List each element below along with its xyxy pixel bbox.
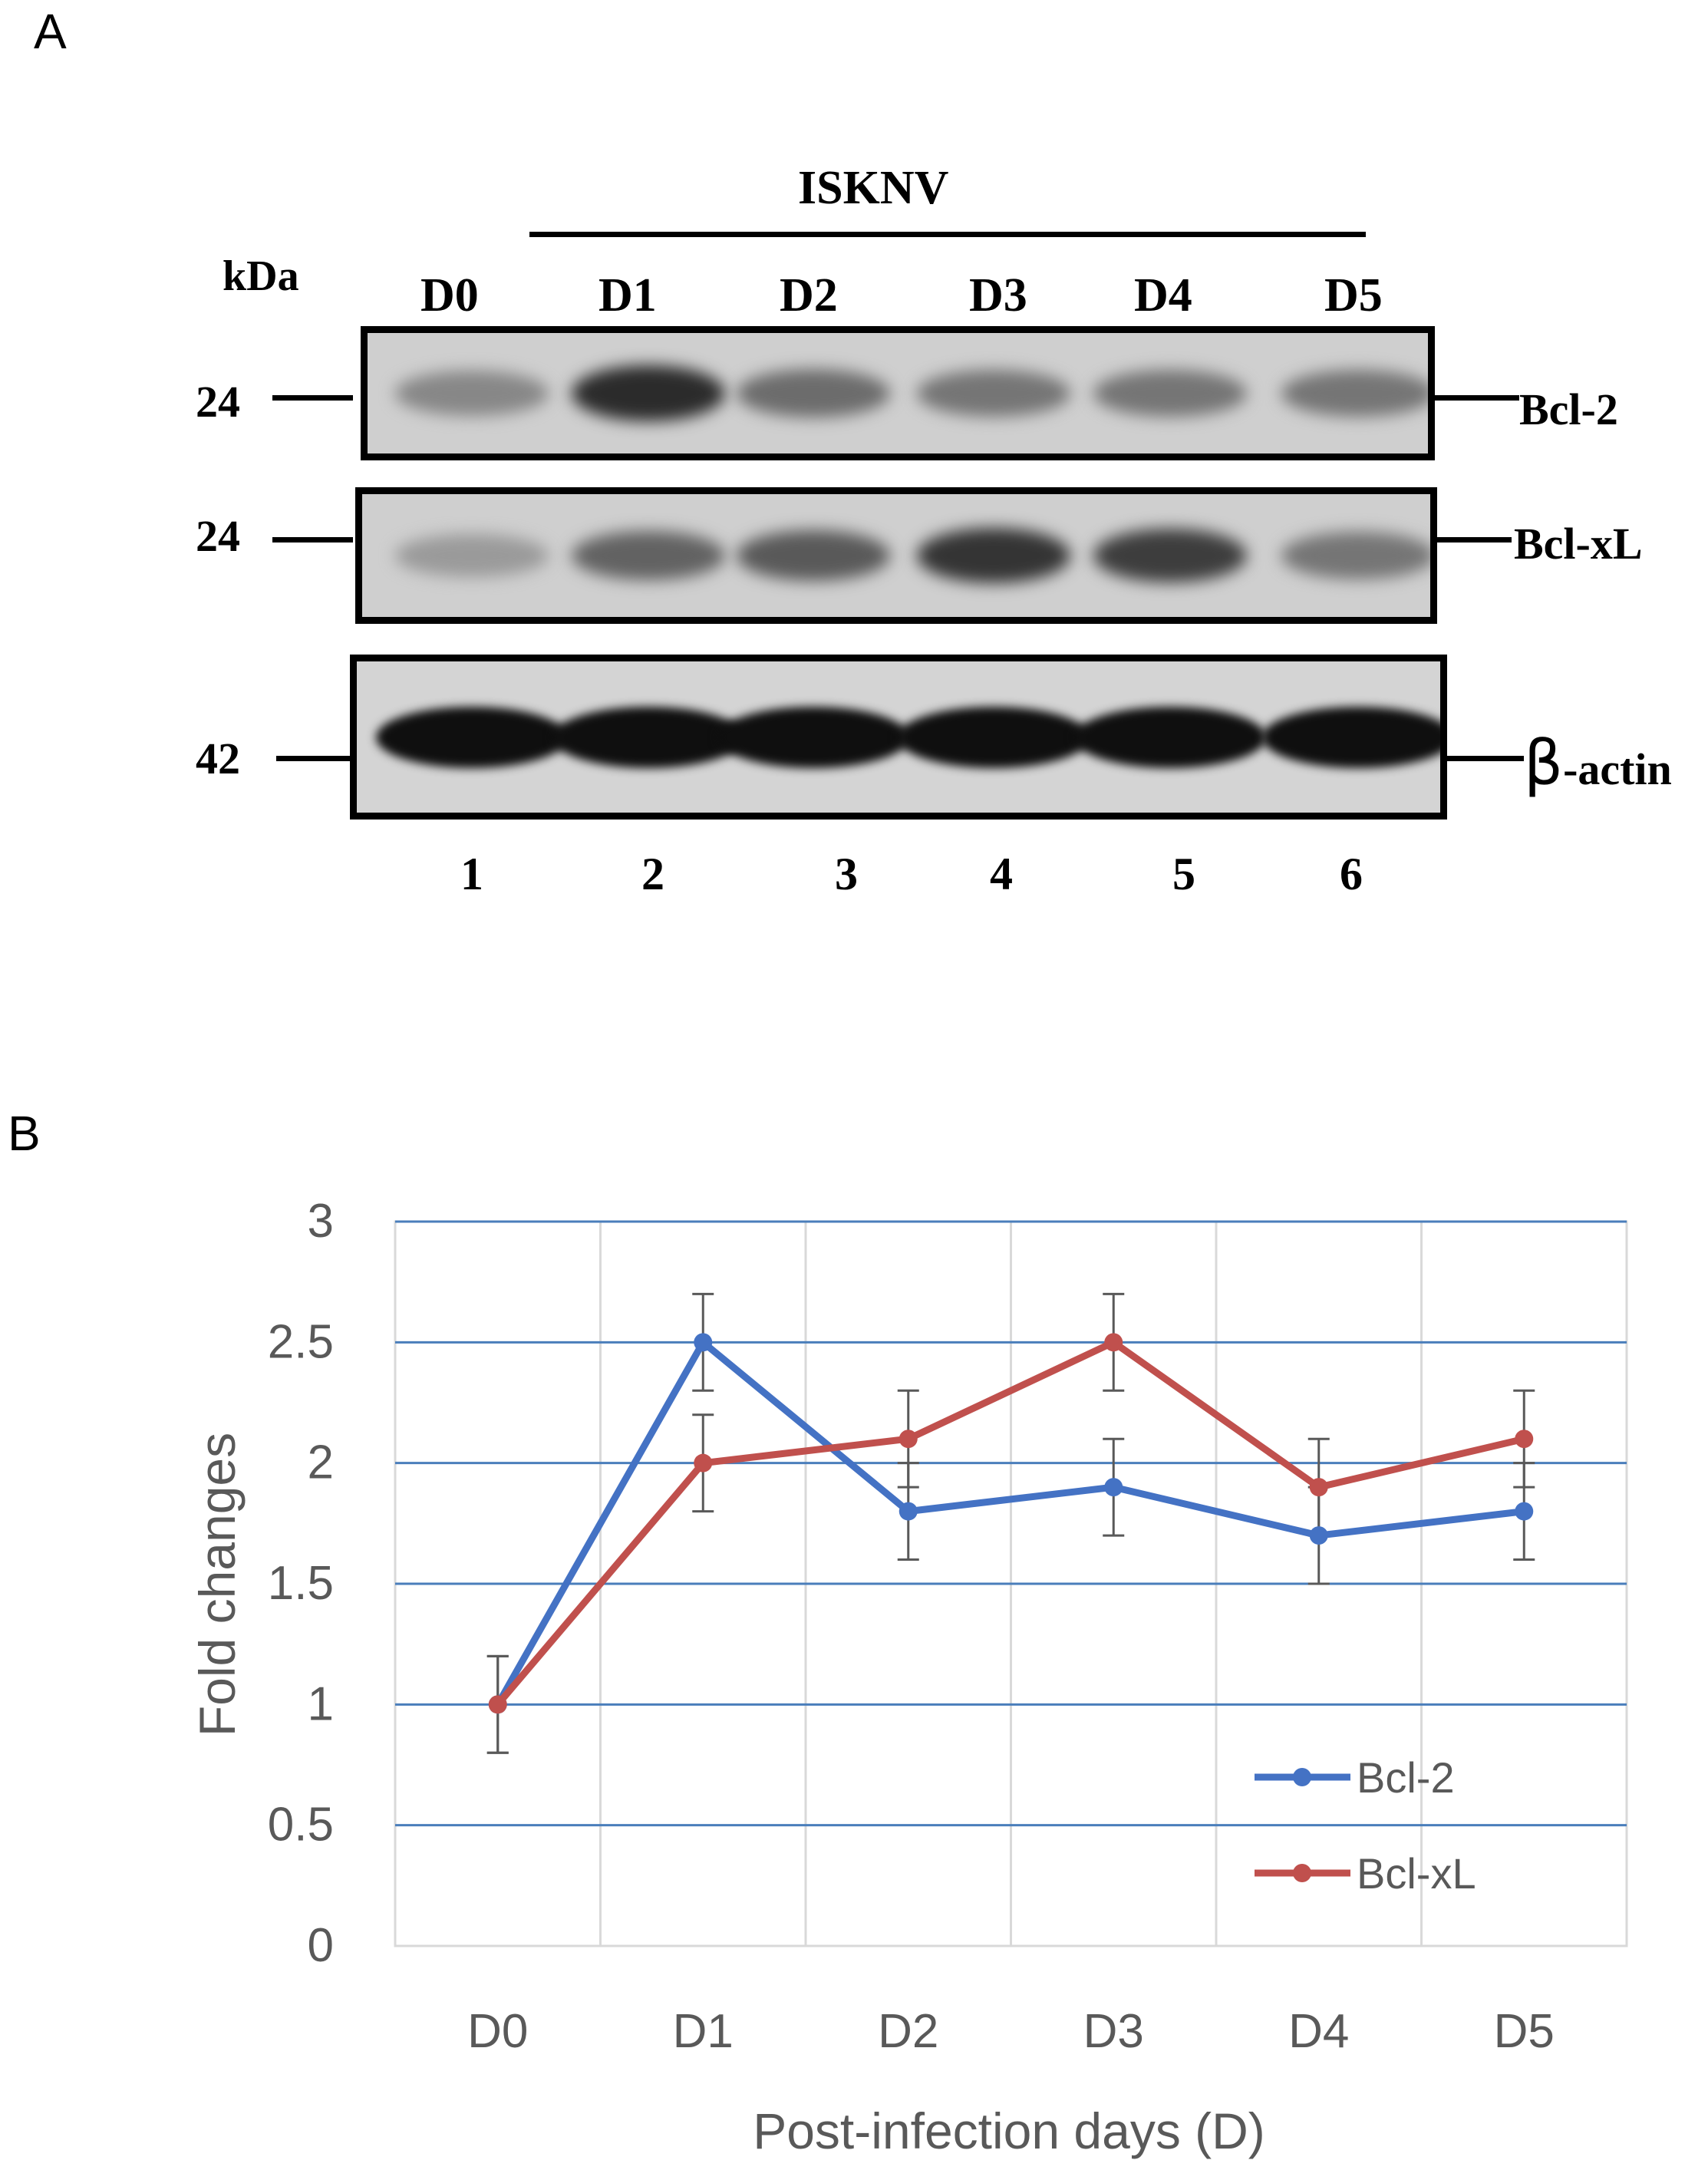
blot-band (717, 706, 909, 768)
x-axis-title: Post-infection days (D) (753, 2102, 1265, 2159)
kda-label: kDa (223, 252, 299, 300)
blot-band (1281, 532, 1430, 579)
kda-marker-line (276, 756, 353, 761)
blot-band (552, 706, 744, 768)
legend-marker (1293, 1864, 1311, 1882)
group-bracket-line (529, 232, 1366, 237)
blot-kda-label: 24 (196, 511, 240, 561)
blot-band (1281, 369, 1428, 417)
series-line-bcl-2 (494, 1338, 1525, 1707)
y-tick-label: 0 (308, 1919, 334, 1972)
blot-band (737, 369, 890, 417)
blot-band (376, 706, 568, 768)
blot-band (1093, 369, 1247, 417)
kda-marker-line (272, 537, 353, 542)
blot-band (737, 530, 890, 581)
blot-band (1093, 528, 1247, 583)
blot-band (917, 369, 1070, 417)
blot-band (395, 534, 549, 577)
legend-label: Bcl-xL (1357, 1849, 1476, 1898)
blot-band (572, 530, 725, 581)
protein-marker-line (1435, 395, 1519, 401)
x-tick-label: D3 (1083, 2005, 1144, 2058)
beta-actin-blot (350, 655, 1447, 820)
data-point (488, 1695, 507, 1714)
kda-marker-line (272, 395, 353, 401)
y-tick-label: 1 (308, 1677, 334, 1730)
bcl2-blot (361, 326, 1435, 460)
lane-day-label: D3 (969, 269, 1027, 322)
protein-marker-line (1437, 537, 1512, 542)
panel-a-letter: A (34, 4, 67, 59)
y-axis-title: Fold changes (189, 1433, 246, 1736)
data-point (899, 1430, 918, 1449)
y-tick-label: 1.5 (268, 1557, 334, 1610)
lane-number-label: 2 (641, 849, 664, 899)
lane-number-label: 5 (1172, 849, 1195, 899)
panel-b-letter: B (8, 1106, 41, 1161)
blot-kda-label: 24 (196, 377, 240, 427)
x-tick-label: D0 (467, 2005, 528, 2058)
blot-band (395, 371, 549, 416)
blot-band (898, 706, 1090, 768)
data-point (1104, 1478, 1123, 1497)
blot-band (572, 364, 725, 422)
lane-number-label: 4 (990, 849, 1013, 899)
data-point (1515, 1430, 1534, 1449)
data-point (899, 1502, 918, 1521)
y-tick-label: 0.5 (268, 1799, 334, 1852)
blot-band (917, 528, 1070, 583)
x-tick-label: D5 (1494, 2005, 1555, 2058)
protein-marker-line (1447, 756, 1524, 761)
lane-day-label: D5 (1324, 269, 1383, 322)
legend-label: Bcl-2 (1357, 1753, 1455, 1802)
y-tick-label: 2.5 (268, 1315, 334, 1368)
x-tick-label: D4 (1288, 2005, 1349, 2058)
blot-protein-label: Bcl-2 (1519, 384, 1618, 434)
data-point (694, 1333, 713, 1352)
blot-protein-label: β-actin (1524, 727, 1672, 799)
y-tick-label: 3 (308, 1195, 334, 1248)
data-point (694, 1453, 713, 1472)
bclxl-blot (355, 487, 1437, 624)
legend-marker (1293, 1768, 1311, 1786)
data-point (1515, 1502, 1534, 1521)
lane-number-label: 3 (835, 849, 858, 899)
blot-kda-label: 42 (196, 734, 240, 783)
lane-day-label: D2 (780, 269, 838, 322)
data-point (1104, 1333, 1123, 1352)
x-tick-label: D2 (878, 2005, 938, 2058)
group-label: ISKNV (798, 162, 949, 214)
data-point (1309, 1526, 1328, 1545)
blot-band (1262, 706, 1440, 768)
y-tick-label: 2 (308, 1436, 334, 1489)
blot-band (1074, 706, 1266, 768)
lane-day-label: D1 (598, 269, 657, 322)
blot-protein-label: Bcl-xL (1514, 519, 1643, 569)
lane-day-label: D0 (420, 269, 479, 322)
lane-number-label: 1 (460, 849, 483, 899)
lane-day-label: D4 (1134, 269, 1192, 322)
data-point (1309, 1478, 1328, 1497)
beta-symbol: β (1524, 727, 1564, 799)
x-tick-label: D1 (673, 2005, 734, 2058)
series-line-bcl-xl (495, 1338, 1525, 1707)
lane-number-label: 6 (1340, 849, 1363, 899)
